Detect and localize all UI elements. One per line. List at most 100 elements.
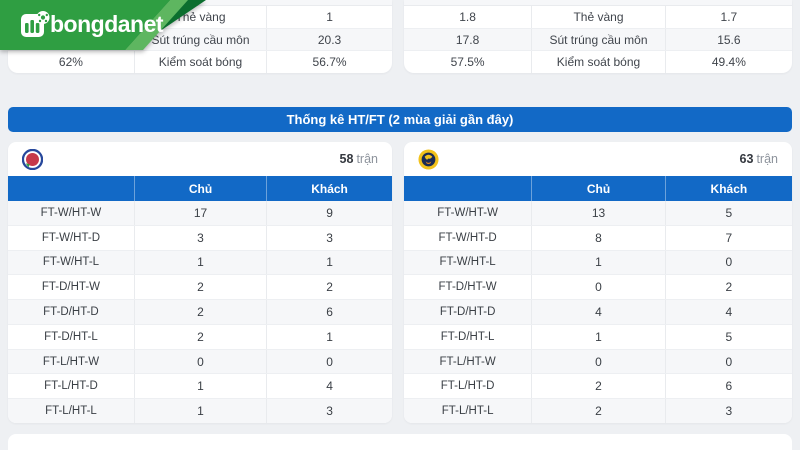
away-value: 3 bbox=[266, 399, 392, 423]
away-value: 1 bbox=[266, 324, 392, 349]
section-title-bar: Thống kê HT/FT (2 mùa giải gần đây) bbox=[8, 107, 792, 132]
away-value: 3 bbox=[266, 225, 392, 250]
table-row: FT-L/HT-D 2 6 bbox=[404, 374, 792, 400]
htft-label: FT-D/HT-D bbox=[43, 306, 99, 319]
away-value: 1 bbox=[266, 250, 392, 275]
home-value: 1 bbox=[531, 250, 665, 275]
htft-label: FT-W/HT-D bbox=[438, 231, 497, 244]
stat-label: Thẻ vàng bbox=[531, 6, 665, 28]
htft-label: FT-W/HT-W bbox=[437, 206, 498, 219]
away-value: 1 bbox=[266, 6, 392, 28]
cutoff-row bbox=[404, 0, 792, 6]
htft-label: FT-D/HT-W bbox=[41, 281, 100, 294]
table-row: FT-L/HT-L 2 3 bbox=[404, 399, 792, 423]
section-title-text: Thống kê HT/FT (2 mùa giải gần đây) bbox=[286, 112, 514, 127]
table-row: FT-L/HT-D 1 4 bbox=[8, 374, 392, 400]
home-value: 62% bbox=[58, 55, 83, 70]
away-value: 1.7 bbox=[664, 6, 792, 28]
matches-number: 58 bbox=[339, 152, 354, 166]
htft-label: FT-D/HT-W bbox=[438, 281, 497, 294]
away-value: 5 bbox=[664, 201, 792, 225]
home-value: 0 bbox=[531, 275, 665, 300]
away-value: 49.4% bbox=[664, 51, 792, 73]
htft-label: FT-D/HT-D bbox=[439, 306, 496, 319]
htft-label: FT-W/HT-L bbox=[439, 256, 496, 269]
matches-number: 63 bbox=[739, 152, 754, 166]
brand-logo[interactable]: bongdanet bbox=[0, 0, 212, 50]
stat-label: Kiểm soát bóng bbox=[133, 51, 266, 73]
home-value: 4 bbox=[531, 300, 665, 324]
home-value: 0 bbox=[133, 349, 266, 374]
table-row: FT-L/HT-W 0 0 bbox=[8, 349, 392, 375]
matches-unit: trận bbox=[356, 152, 378, 166]
away-value: 9 bbox=[266, 201, 392, 225]
column-header-away: Khách bbox=[266, 176, 392, 201]
htft-label: FT-W/HT-D bbox=[41, 231, 100, 244]
home-value: 1 bbox=[133, 399, 266, 423]
table-row: FT-D/HT-D 2 6 bbox=[8, 300, 392, 325]
panel-header: 58 trận bbox=[8, 142, 392, 176]
table-row: FT-D/HT-D 4 4 bbox=[404, 300, 792, 325]
home-value: 2 bbox=[531, 399, 665, 423]
table-row: 57.5% Kiểm soát bóng 49.4% bbox=[404, 51, 792, 73]
column-header-home: Chủ bbox=[531, 176, 665, 201]
matches-count: 63 trận bbox=[740, 152, 778, 166]
htft-panel-right: 63 trận Chủ Khách FT-W/HT-W 13 5 FT-W/HT-… bbox=[404, 142, 792, 423]
home-value: 1 bbox=[133, 250, 266, 275]
htft-table: FT-W/HT-W 13 5 FT-W/HT-D 8 7 FT-W/HT-L 1… bbox=[404, 201, 792, 423]
away-value: 0 bbox=[664, 250, 792, 275]
away-value: 0 bbox=[664, 349, 792, 374]
away-value: 2 bbox=[664, 275, 792, 300]
matches-count: 58 trận bbox=[340, 152, 378, 166]
home-value: 8 bbox=[531, 225, 665, 250]
htft-label: FT-L/HT-W bbox=[439, 355, 496, 368]
column-header-row: Chủ Khách bbox=[8, 176, 392, 201]
away-value: 4 bbox=[664, 300, 792, 324]
column-header-row: Chủ Khách bbox=[404, 176, 792, 201]
table-row: 17.8 Sút trúng cầu môn 15.6 bbox=[404, 28, 792, 52]
away-value: 2 bbox=[266, 275, 392, 300]
column-header-away: Khách bbox=[664, 176, 792, 201]
away-value: 4 bbox=[266, 374, 392, 399]
away-value: 3 bbox=[664, 399, 792, 423]
htft-label: FT-D/HT-L bbox=[44, 330, 98, 343]
matches-unit: trận bbox=[756, 152, 778, 166]
away-value: 56.7% bbox=[266, 51, 392, 73]
home-value: 17.8 bbox=[455, 32, 480, 47]
home-value: 2 bbox=[531, 374, 665, 399]
home-value: 2 bbox=[133, 300, 266, 324]
table-row: FT-D/HT-W 0 2 bbox=[404, 275, 792, 301]
brand-name: bongdanet bbox=[50, 11, 164, 37]
home-value: 2 bbox=[133, 324, 266, 349]
table-row: FT-W/HT-D 3 3 bbox=[8, 225, 392, 251]
home-value: 1 bbox=[531, 324, 665, 349]
panel-header: 63 trận bbox=[404, 142, 792, 176]
htft-label: FT-W/HT-L bbox=[42, 256, 100, 269]
column-header-home: Chủ bbox=[133, 176, 266, 201]
home-value: 3 bbox=[133, 225, 266, 250]
stat-label: Kiểm soát bóng bbox=[531, 51, 665, 73]
table-row: FT-W/HT-L 1 1 bbox=[8, 250, 392, 276]
htft-label: FT-L/HT-D bbox=[440, 380, 495, 393]
home-team-logo-icon bbox=[22, 148, 43, 170]
next-section-card bbox=[8, 434, 792, 450]
away-value: 5 bbox=[664, 324, 792, 349]
top-stats-card-right: 1.8 Thẻ vàng 1.7 17.8 Sút trúng cầu môn … bbox=[404, 0, 792, 73]
empty-header-cell bbox=[404, 176, 531, 201]
table-row: FT-W/HT-W 13 5 bbox=[404, 201, 792, 226]
table-row: FT-L/HT-L 1 3 bbox=[8, 399, 392, 423]
table-row: FT-D/HT-L 1 5 bbox=[404, 324, 792, 350]
away-value: 20.3 bbox=[266, 28, 392, 51]
stat-label: Sút trúng cầu môn bbox=[531, 28, 665, 51]
home-value: 57.5% bbox=[450, 55, 485, 70]
home-value: 1 bbox=[133, 374, 266, 399]
away-value: 15.6 bbox=[664, 28, 792, 51]
htft-label: FT-L/HT-W bbox=[42, 355, 100, 368]
home-value: 2 bbox=[133, 275, 266, 300]
away-value: 7 bbox=[664, 225, 792, 250]
table-row: FT-W/HT-W 17 9 bbox=[8, 201, 392, 226]
table-row: FT-D/HT-L 2 1 bbox=[8, 324, 392, 350]
table-row: FT-D/HT-W 2 2 bbox=[8, 275, 392, 301]
htft-label: FT-D/HT-L bbox=[440, 330, 495, 343]
